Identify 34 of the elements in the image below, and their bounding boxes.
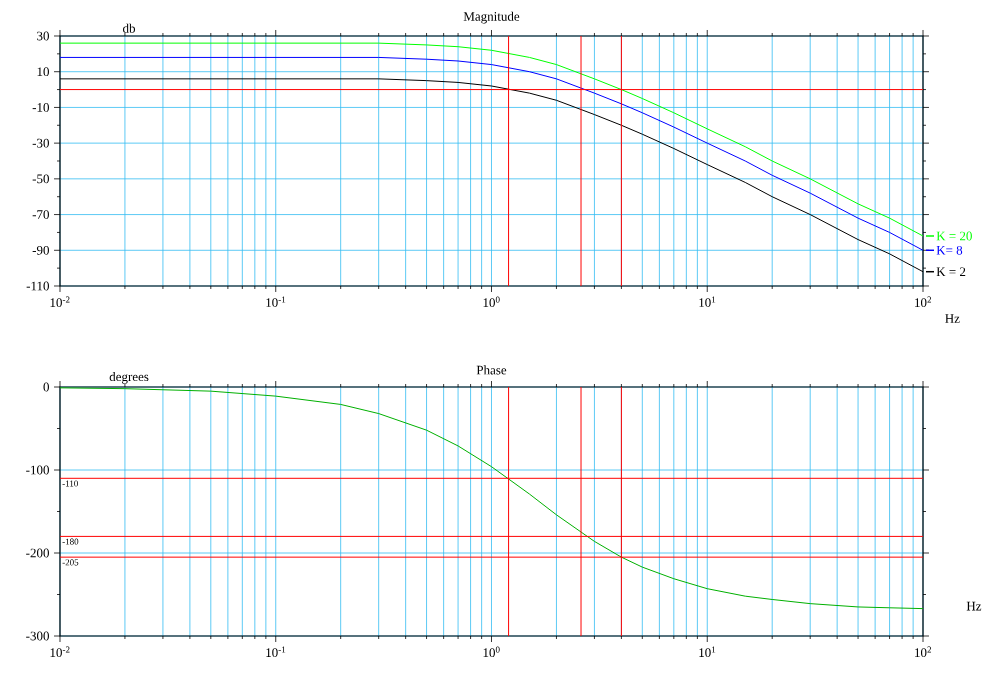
x-tick-label: 10$^{2}$ [915, 646, 932, 658]
y-tick-label: 30 [37, 31, 49, 41]
x-tick-label: 10$^{-2}$ [50, 646, 70, 658]
y-tick-label: -90 [32, 245, 49, 255]
y-axis-title: db [123, 23, 136, 33]
y-tick-label: -30 [32, 138, 49, 148]
chart-title: Magnitude [463, 11, 520, 24]
y-axis-title: degrees [109, 371, 149, 384]
legend-label: K= 8 [936, 245, 963, 255]
y-tick-label: -100 [26, 465, 49, 475]
x-axis-title: Hz [945, 314, 960, 323]
y-tick-label: -200 [26, 548, 49, 558]
x-tick-label: 10$^{2}$ [915, 296, 932, 308]
y-tick-label: 0 [43, 382, 49, 392]
y-tick-label: -110 [26, 281, 49, 291]
y-tick-label: -70 [32, 210, 49, 219]
ref-line-label: -180 [62, 538, 79, 545]
y-tick-label: -10 [32, 103, 49, 112]
x-axis-title: Hz [966, 601, 982, 611]
x-tick-label: 10$^{-2}$ [50, 296, 70, 308]
ref-line-label: -110 [62, 480, 78, 487]
x-tick-label: 10$^{0}$ [483, 296, 500, 308]
y-tick-label: -300 [26, 631, 49, 641]
y-tick-label: -50 [32, 174, 49, 184]
ref-line-label: -205 [62, 559, 79, 566]
x-tick-label: 10$^{0}$ [483, 646, 500, 658]
x-tick-label: 10$^{1}$ [699, 296, 716, 307]
x-tick-label: 10$^{1}$ [699, 646, 716, 657]
legend-label: K = 20 [936, 231, 972, 241]
x-tick-label: 10$^{-1}$ [266, 646, 286, 657]
y-tick-label: 10 [37, 67, 49, 77]
chart-title: Phase [476, 365, 507, 375]
x-tick-label: 10$^{-1}$ [266, 296, 286, 307]
legend-label: K = 2 [936, 267, 966, 277]
